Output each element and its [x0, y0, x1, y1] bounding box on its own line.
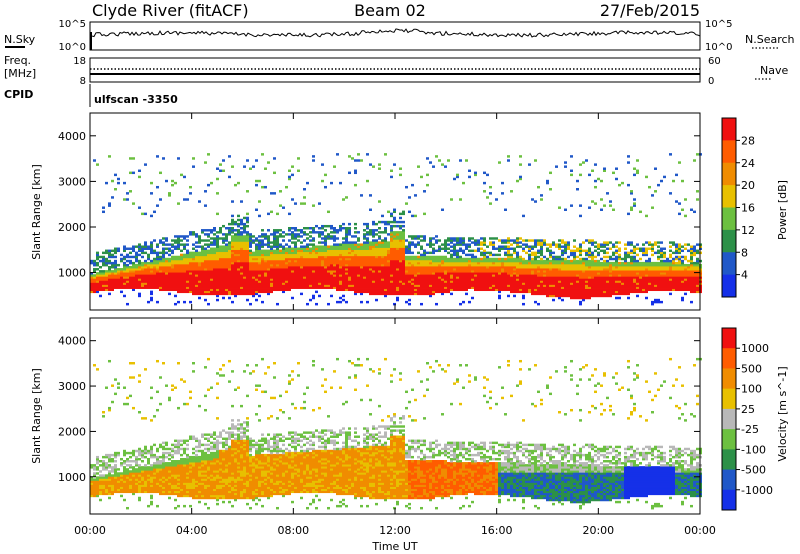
x-tick-4: 16:00 — [481, 524, 513, 537]
freq-unit-label: [MHz] — [4, 67, 36, 80]
velocity-cbar-tick-5: -100 — [741, 443, 766, 456]
x-tick-5: 20:00 — [582, 524, 614, 537]
velocity-colorbar: 1000 500 100 25 -25 -100 -500 -1000 — [721, 327, 773, 511]
nave-top-tick: 60 — [708, 56, 721, 67]
velocity-ytick-1: 2000 — [58, 425, 86, 438]
velocity-cbar-tick-6: -500 — [741, 464, 766, 477]
cpid-label: CPID — [4, 88, 33, 101]
power-colorbar-label: Power [dB] — [776, 180, 789, 240]
power-ytick-1: 2000 — [58, 221, 86, 234]
velocity-colorbar-label: Velocity [m s^-1] — [776, 366, 789, 461]
power-cbar-tick-4: 12 — [741, 224, 755, 237]
velocity-ylabel: Slant Range [km] — [30, 368, 43, 464]
x-tick-6: 00:00 — [684, 524, 716, 537]
power-ylabel: Slant Range [km] — [30, 164, 43, 260]
power-cbar-tick-6: 4 — [741, 269, 748, 282]
power-colorbar: 28 24 20 16 12 8 4 — [721, 117, 755, 298]
velocity-heatmap — [90, 357, 702, 510]
nsky-panel: 10^5 10^0 10^5 10^0 N.Sky N.Search — [4, 19, 795, 53]
velocity-ytick-2: 3000 — [58, 380, 86, 393]
power-cbar-tick-1: 24 — [741, 157, 755, 170]
nsky-bottom-tick: 10^0 — [59, 42, 86, 53]
freq-bottom-tick: 8 — [80, 76, 86, 87]
nsearch-label: N.Search — [745, 33, 795, 46]
x-tick-2: 08:00 — [277, 524, 309, 537]
power-ytick-3: 4000 — [58, 130, 86, 143]
velocity-ytick-0: 1000 — [58, 471, 86, 484]
power-cbar-tick-5: 8 — [741, 246, 748, 259]
velocity-panel: 1000 2000 3000 4000 Slant Range [km] — [30, 317, 702, 515]
power-ytick-2: 3000 — [58, 175, 86, 188]
velocity-cbar-tick-7: -1000 — [741, 484, 773, 497]
velocity-cbar-tick-2: 100 — [741, 383, 762, 396]
x-tick-0: 00:00 — [74, 524, 106, 537]
nave-bottom-tick: 0 — [708, 76, 714, 87]
power-heatmap — [90, 153, 702, 306]
date-title: 27/Feb/2015 — [600, 1, 700, 20]
power-cbar-tick-0: 28 — [741, 134, 755, 147]
velocity-cbar-tick-1: 500 — [741, 362, 762, 375]
power-ytick-0: 1000 — [58, 267, 86, 280]
x-axis: 00:00 04:00 08:00 12:00 16:00 20:00 00:00 — [74, 113, 716, 537]
beam-title: Beam 02 — [354, 1, 426, 20]
velocity-cbar-tick-0: 1000 — [741, 342, 769, 355]
nsky-top-tick: 10^5 — [59, 19, 86, 30]
freq-label: Freq. — [4, 54, 31, 67]
power-panel: 1000 2000 3000 4000 Slant Range [km] — [30, 112, 702, 311]
nsearch-bottom-tick: 10^0 — [705, 42, 732, 53]
station-title: Clyde River (fitACF) — [92, 1, 249, 20]
freq-panel: 18 8 60 0 Freq. [MHz] Nave — [4, 54, 788, 87]
power-cbar-tick-3: 16 — [741, 202, 755, 215]
velocity-cbar-tick-4: -25 — [741, 423, 759, 436]
velocity-cbar-tick-3: 25 — [741, 403, 755, 416]
nave-label: Nave — [760, 64, 788, 77]
x-tick-3: 12:00 — [379, 524, 411, 537]
velocity-ytick-3: 4000 — [58, 335, 86, 348]
nsearch-top-tick: 10^5 — [705, 19, 732, 30]
x-axis-label: Time UT — [371, 540, 417, 553]
x-tick-1: 04:00 — [176, 524, 208, 537]
power-cbar-tick-2: 20 — [741, 179, 755, 192]
cpid-value: ulfscan -3350 — [94, 93, 178, 106]
freq-top-tick: 18 — [73, 56, 86, 67]
nsky-label: N.Sky — [4, 33, 36, 46]
